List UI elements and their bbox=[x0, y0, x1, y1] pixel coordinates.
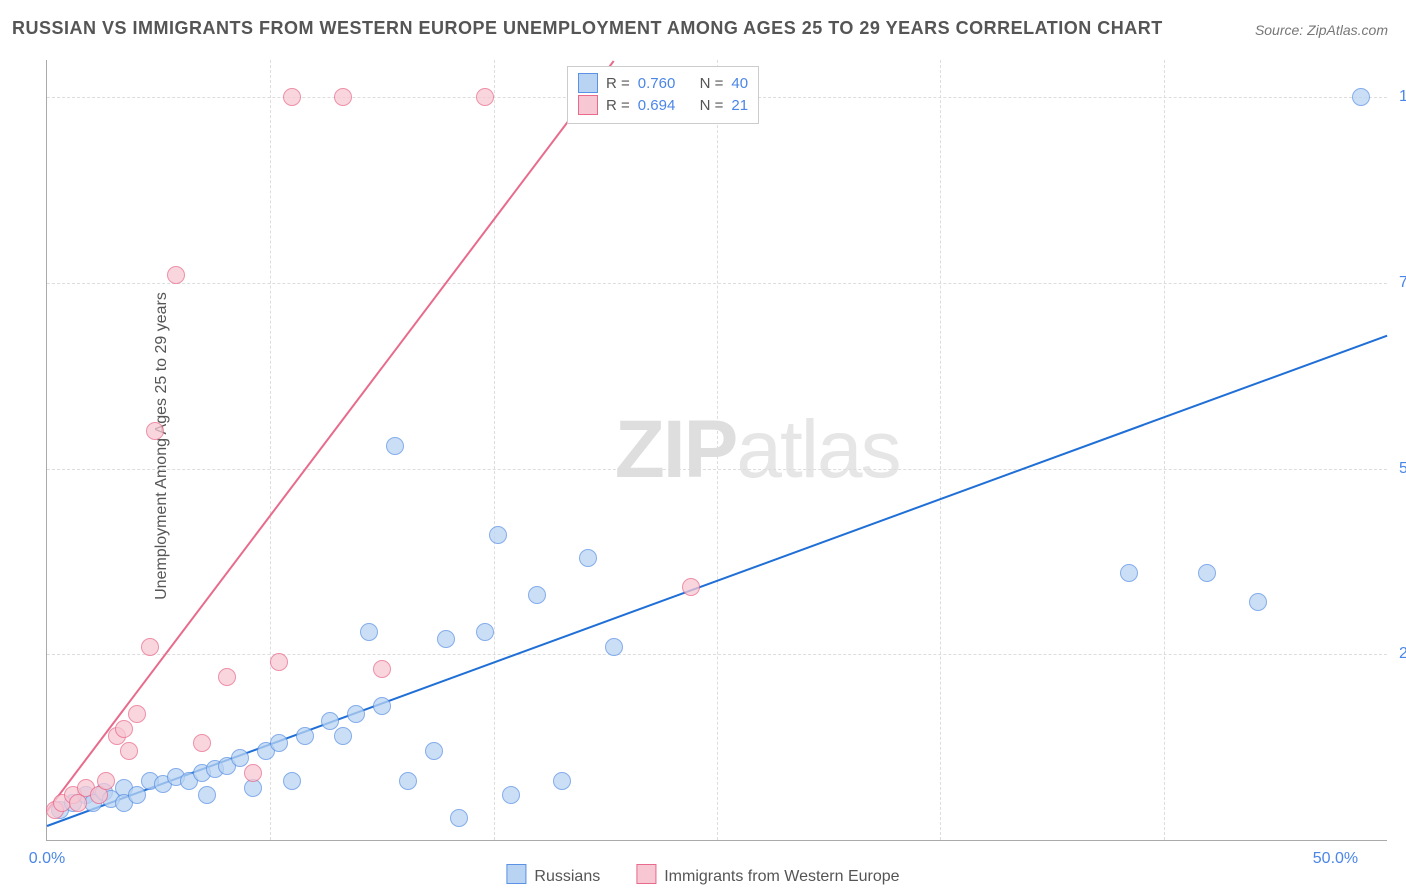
scatter-point bbox=[321, 712, 339, 730]
x-tick-label: 50.0% bbox=[1313, 850, 1358, 868]
scatter-point bbox=[128, 705, 146, 723]
scatter-point bbox=[231, 749, 249, 767]
scatter-point bbox=[334, 88, 352, 106]
scatter-point bbox=[198, 786, 216, 804]
scatter-point bbox=[373, 660, 391, 678]
scatter-point bbox=[193, 734, 211, 752]
y-tick-label: 25.0% bbox=[1399, 645, 1406, 663]
stats-row: R =0.694 N = 21 bbox=[578, 95, 748, 115]
scatter-point bbox=[1352, 88, 1370, 106]
r-value: 0.694 bbox=[638, 97, 676, 114]
scatter-point bbox=[476, 88, 494, 106]
scatter-point bbox=[360, 623, 378, 641]
scatter-point bbox=[97, 772, 115, 790]
gridline-vertical bbox=[717, 60, 718, 840]
scatter-point bbox=[244, 764, 262, 782]
legend-bottom: Russians Immigrants from Western Europe bbox=[506, 864, 899, 886]
scatter-point bbox=[334, 727, 352, 745]
y-tick-label: 50.0% bbox=[1399, 460, 1406, 478]
trend-line bbox=[46, 60, 615, 811]
scatter-point bbox=[120, 742, 138, 760]
scatter-point bbox=[283, 772, 301, 790]
scatter-point bbox=[270, 653, 288, 671]
legend-swatch bbox=[636, 864, 656, 884]
scatter-point bbox=[489, 526, 507, 544]
gridline-vertical bbox=[1164, 60, 1165, 840]
x-tick-label: 0.0% bbox=[29, 850, 65, 868]
gridline-vertical bbox=[270, 60, 271, 840]
scatter-point bbox=[386, 437, 404, 455]
scatter-point bbox=[682, 578, 700, 596]
gridline-vertical bbox=[940, 60, 941, 840]
scatter-point bbox=[1120, 564, 1138, 582]
scatter-point bbox=[128, 786, 146, 804]
scatter-point bbox=[553, 772, 571, 790]
y-tick-label: 100.0% bbox=[1399, 88, 1406, 106]
scatter-point bbox=[425, 742, 443, 760]
gridline-vertical bbox=[494, 60, 495, 840]
chart-title: RUSSIAN VS IMMIGRANTS FROM WESTERN EUROP… bbox=[12, 18, 1163, 39]
scatter-point bbox=[1198, 564, 1216, 582]
legend-item: Russians bbox=[506, 864, 600, 886]
scatter-point bbox=[218, 668, 236, 686]
scatter-point bbox=[579, 549, 597, 567]
scatter-plot-area: ZIPatlas 25.0%50.0%75.0%100.0%0.0%50.0%R… bbox=[46, 60, 1387, 841]
scatter-point bbox=[1249, 593, 1267, 611]
scatter-point bbox=[347, 705, 365, 723]
scatter-point bbox=[502, 786, 520, 804]
scatter-point bbox=[605, 638, 623, 656]
scatter-point bbox=[167, 266, 185, 284]
scatter-point bbox=[141, 638, 159, 656]
legend-label: Russians bbox=[534, 868, 600, 885]
stats-legend-box: R =0.760 N = 40R =0.694 N = 21 bbox=[567, 66, 759, 124]
scatter-point bbox=[146, 422, 164, 440]
source-attribution: Source: ZipAtlas.com bbox=[1255, 22, 1388, 38]
n-value: 21 bbox=[731, 97, 748, 114]
scatter-point bbox=[437, 630, 455, 648]
r-value: 0.760 bbox=[638, 75, 676, 92]
y-tick-label: 75.0% bbox=[1399, 274, 1406, 292]
scatter-point bbox=[373, 697, 391, 715]
scatter-point bbox=[296, 727, 314, 745]
stats-row: R =0.760 N = 40 bbox=[578, 73, 748, 93]
scatter-point bbox=[115, 720, 133, 738]
scatter-point bbox=[399, 772, 417, 790]
scatter-point bbox=[283, 88, 301, 106]
legend-swatch bbox=[506, 864, 526, 884]
legend-item: Immigrants from Western Europe bbox=[636, 864, 899, 886]
scatter-point bbox=[528, 586, 546, 604]
n-value: 40 bbox=[731, 75, 748, 92]
legend-swatch bbox=[578, 95, 598, 115]
legend-label: Immigrants from Western Europe bbox=[664, 868, 899, 885]
scatter-point bbox=[270, 734, 288, 752]
watermark: ZIPatlas bbox=[615, 403, 900, 497]
legend-swatch bbox=[578, 73, 598, 93]
scatter-point bbox=[450, 809, 468, 827]
scatter-point bbox=[476, 623, 494, 641]
